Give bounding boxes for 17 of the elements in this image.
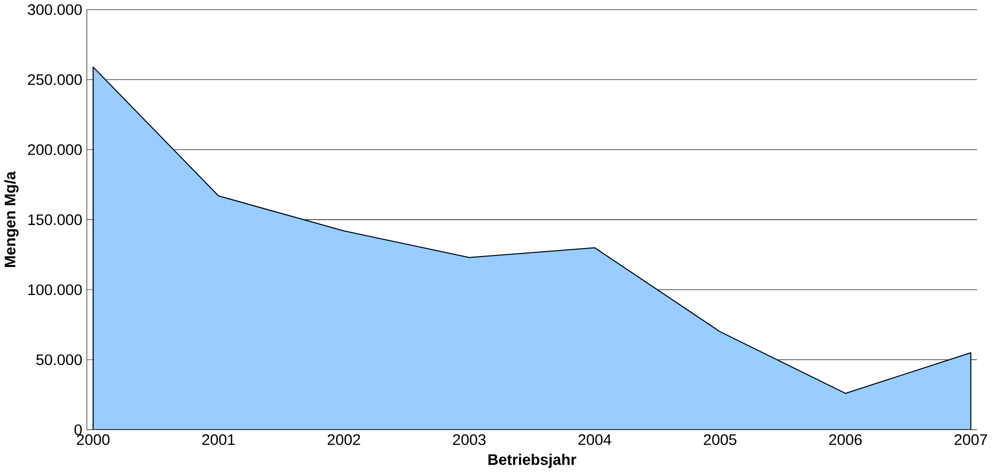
y-tick-label: 150.000	[28, 214, 82, 225]
x-tick-label: 2005	[704, 434, 736, 445]
y-tick-label: 250.000	[28, 74, 82, 85]
y-tick-label: 200.000	[28, 144, 82, 155]
y-tick-label: 50.000	[36, 354, 82, 366]
y-tick-label: 100.000	[28, 284, 82, 295]
x-tick-label: 2007	[954, 434, 987, 445]
x-axis-title: Betriebsjahr	[488, 454, 576, 468]
x-tick-label: 2001	[202, 434, 235, 445]
x-tick-label: 2000	[76, 434, 110, 445]
y-tick-label: 300.000	[28, 4, 82, 15]
y-tick-label: 0	[74, 424, 82, 436]
x-tick-label: 2003	[453, 434, 486, 445]
x-tick-label: 2002	[328, 434, 360, 445]
x-tick-label: 2004	[578, 434, 612, 445]
x-tick-label: 2006	[829, 434, 862, 445]
y-axis-title: Mengen Mg/a	[4, 171, 19, 267]
